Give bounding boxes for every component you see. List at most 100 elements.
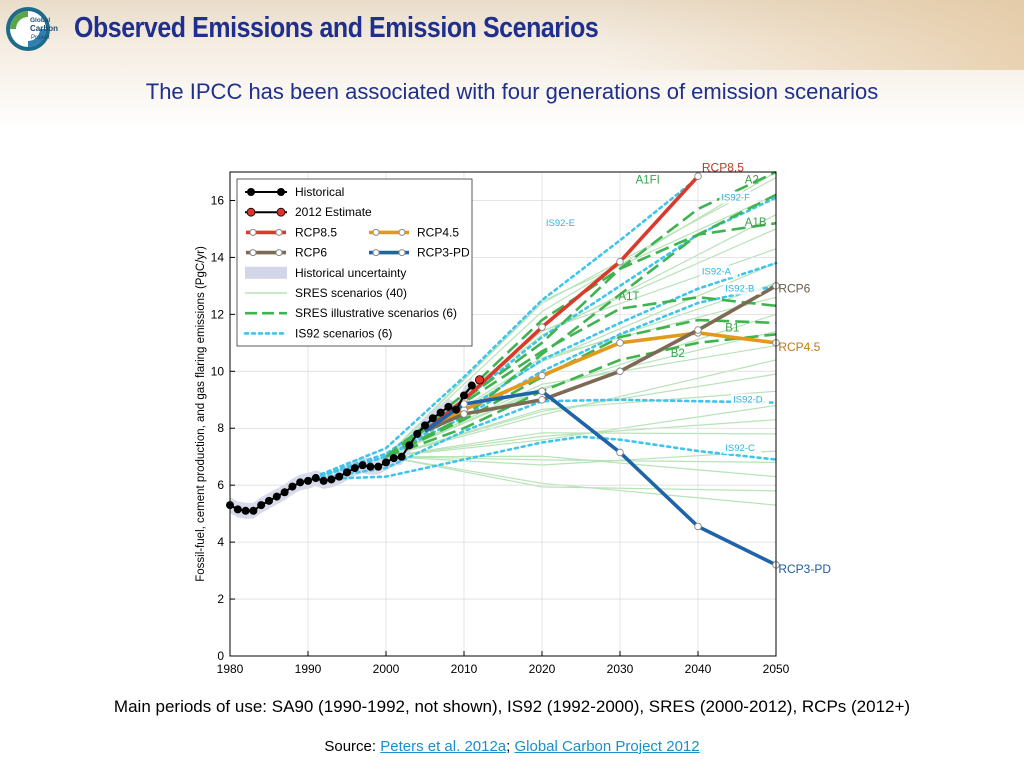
sres-illustrative-line [385,193,777,458]
y-axis-label: Fossil-fuel, cement production, and gas … [195,246,207,582]
legend-label-rcp3pd: RCP3-PD [417,246,470,260]
is92-label-bg [719,191,758,204]
historical-point [272,492,281,501]
historical-point [304,476,312,485]
series-label-rcp3pd: RCP3-PD [778,562,831,576]
source-prefix: Source: [324,738,381,755]
legend-label-sres-illustrative: SRES illustrative scenarios (6) [295,306,457,320]
y-tick-label: 4 [217,535,224,549]
legend-swatch-marker [247,188,255,196]
series-label-rcp85: RCP8.5 [702,161,744,175]
rcp85-point [694,172,702,181]
historical-point [374,462,383,471]
source-link-peters[interactable]: Peters et al. 2012a [380,738,507,755]
legend-label-estimate: 2012 Estimate [295,205,372,219]
x-tick-label: 2030 [607,662,634,676]
historical-point [343,468,351,477]
legend-swatch-marker [398,228,406,236]
x-tick-label: 1980 [217,662,244,676]
historical-point [327,475,336,484]
historical-point [265,496,273,505]
page-subtitle: The IPCC has been associated with four g… [145,79,879,104]
legend-swatch-uncertainty [245,266,287,279]
legend-swatch-marker [276,207,286,217]
historical-point [311,474,320,483]
x-tick-label: 2040 [685,662,712,676]
is92-label-bg [699,265,738,278]
historical-point [452,405,461,414]
y-tick-label: 16 [211,193,225,207]
emissions-chart-svg: 1980 1990 2000 2010 2020 2030 2040 2050 0 2 4 6 8 10 1… [195,161,831,676]
estimate-2012-point [474,375,485,385]
legend-label-rcp6: RCP6 [295,246,327,260]
sres-label: A1FI [636,174,660,186]
rcp6-line [424,284,777,433]
historical-point [296,478,305,487]
historical-point [460,391,468,400]
legend-label-sres: SRES scenarios (40) [295,286,407,300]
historical-point [382,458,390,467]
legend-label-is92: IS92 scenarios (6) [295,326,392,340]
is92-line [306,176,700,481]
historical-point [280,488,289,497]
y-tick-label: 0 [217,649,224,663]
periods-note: Main periods of use: SA90 (1990-1992, no… [113,697,911,716]
is92-label-bg [543,217,582,230]
x-tick-label: 2000 [373,662,400,676]
is92-label-bg [731,393,770,406]
is92-line [306,435,778,481]
legend-swatch-marker [398,249,406,257]
historical-uncertainty-band [230,377,472,519]
legend-swatch-marker [249,249,257,257]
historical-point [350,464,359,473]
rcp6-point [694,326,702,334]
y-tick-label: 14 [211,250,225,264]
historical-point [436,408,445,417]
sres-label: B1 [725,322,739,334]
sres-label: A2 [745,174,759,186]
y-tick-label: 6 [217,478,224,492]
legend-swatch-marker [277,188,285,196]
source-link-gcp[interactable]: Global Carbon Project 2012 [514,738,700,755]
legend-label-rcp45: RCP4.5 [417,225,459,239]
header-decoration [604,0,1024,70]
y-tick-label: 10 [211,364,225,378]
axes-layer: 1980 1990 2000 2010 2020 2030 2040 2050 0 2 4 6 8 10 1… [195,171,790,676]
page-title: Observed Emissions and Emission Scenario… [74,12,599,44]
is92-label-bg [723,282,762,295]
historical-point [335,472,344,481]
source-line: Source: Peters et al. 2012a; Global Carb… [0,738,1024,755]
logo-text-project: Project [31,35,50,41]
rcp3pd-point [616,448,624,457]
historical-point [319,476,328,485]
sres-label: A1B [745,217,767,229]
series-labels: RCP8.5 RCP6 RCP4.5 RCP3-PD A1FI A2 A1B A1T B1 B2 I… [543,161,831,576]
legend: Historical 2012 Estimate RCP8.5 RCP4.5 RCP6 R… [236,178,473,347]
historical-point [288,482,297,491]
logo-text-global: Global [30,17,50,24]
historical-point [233,505,242,514]
x-tick-label: 1990 [295,662,322,676]
sres-scenario-line [385,419,777,458]
rcp45-point [538,371,546,380]
rcp3pd-point [460,400,468,408]
legend-swatch-marker [275,249,283,257]
y-tick-label: 12 [211,307,225,321]
rcp6-point [460,410,468,418]
historical-point [389,454,398,463]
source-separator: ; [506,738,515,755]
sres-label: A1T [618,291,639,303]
is92-label: IS92-B [725,284,754,295]
sres-label: B2 [671,348,685,360]
historical-point [358,461,367,470]
historical-point [413,429,422,438]
rcp6-point [538,396,546,404]
legend-swatch-marker [275,228,283,236]
sres-scenario-line [385,456,777,506]
historical-point [405,441,414,450]
sres-illustrative-line [385,332,777,458]
globe-logo-icon: Global Carbon Project [6,7,58,51]
legend-box [236,178,473,347]
historical-point [444,402,453,411]
legend-swatch-marker [372,249,380,257]
